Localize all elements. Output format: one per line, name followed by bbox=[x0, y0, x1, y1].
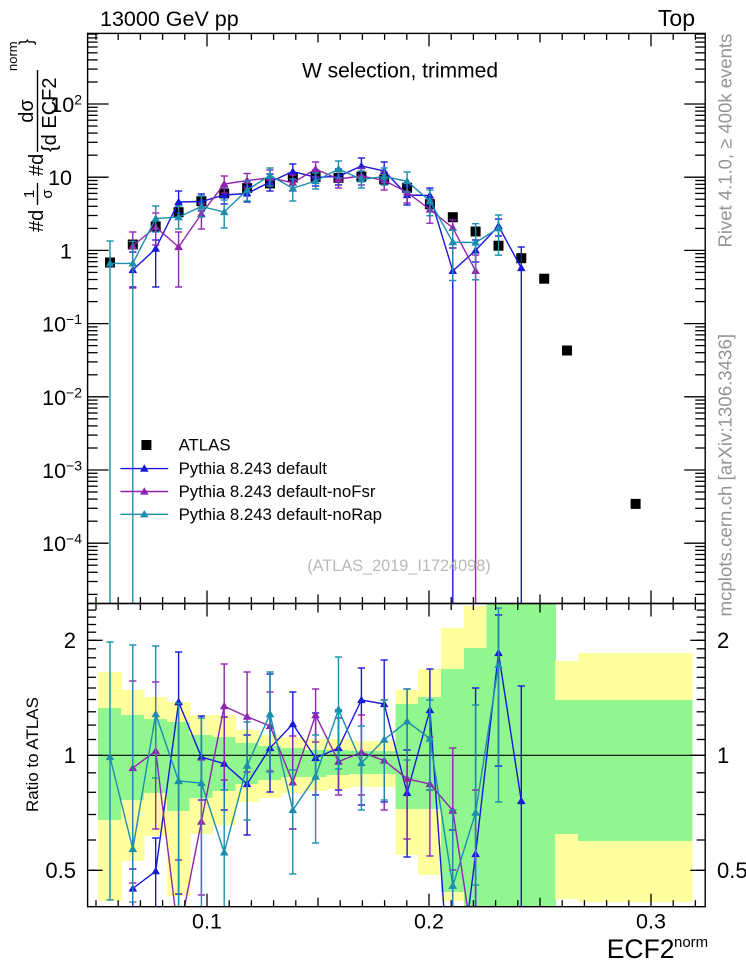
svg-text:10: 10 bbox=[48, 166, 72, 190]
svg-text:norm: norm bbox=[5, 41, 20, 71]
svg-text:0.5: 0.5 bbox=[717, 858, 746, 883]
svg-text:dσ: dσ bbox=[16, 99, 38, 123]
svg-text:2: 2 bbox=[64, 628, 76, 653]
svg-text:W selection, trimmed: W selection, trimmed bbox=[302, 60, 498, 83]
svg-text:0.3: 0.3 bbox=[636, 910, 666, 934]
svg-text:1: 1 bbox=[717, 743, 729, 768]
svg-text:1: 1 bbox=[64, 743, 76, 768]
svg-text:1: 1 bbox=[60, 239, 72, 263]
svg-text:#d: #d bbox=[26, 154, 48, 176]
svg-text:#d: #d bbox=[26, 210, 48, 232]
svg-text:(ATLAS_2019_I1724098): (ATLAS_2019_I1724098) bbox=[307, 557, 490, 575]
svg-text:σ: σ bbox=[39, 189, 56, 199]
svg-text:Pythia 8.243 default-noFsr: Pythia 8.243 default-noFsr bbox=[179, 482, 376, 501]
svg-text:0.2: 0.2 bbox=[414, 910, 444, 934]
svg-text:13000 GeV pp: 13000 GeV pp bbox=[100, 7, 239, 31]
svg-text:mcplots.cern.ch [arXiv:1306.34: mcplots.cern.ch [arXiv:1306.3436] bbox=[715, 334, 736, 617]
svg-text:Top: Top bbox=[658, 5, 695, 31]
svg-text:ECF2: ECF2 bbox=[607, 934, 675, 964]
svg-text:ATLAS: ATLAS bbox=[179, 436, 231, 455]
svg-text:Pythia 8.243 default: Pythia 8.243 default bbox=[179, 459, 328, 478]
svg-text:Pythia 8.243 default-noRap: Pythia 8.243 default-noRap bbox=[179, 505, 382, 524]
svg-text:2: 2 bbox=[717, 628, 729, 653]
svg-text:Ratio to ATLAS: Ratio to ATLAS bbox=[23, 697, 42, 812]
svg-text:}: } bbox=[16, 39, 36, 45]
svg-text:Rivet 4.1.0, ≥ 400k events: Rivet 4.1.0, ≥ 400k events bbox=[715, 34, 736, 248]
svg-text:0.1: 0.1 bbox=[192, 910, 222, 934]
svg-text:1: 1 bbox=[21, 190, 38, 198]
svg-text:norm: norm bbox=[674, 934, 708, 951]
svg-text:{d ECF2: {d ECF2 bbox=[39, 78, 61, 152]
svg-text:0.5: 0.5 bbox=[45, 858, 76, 883]
